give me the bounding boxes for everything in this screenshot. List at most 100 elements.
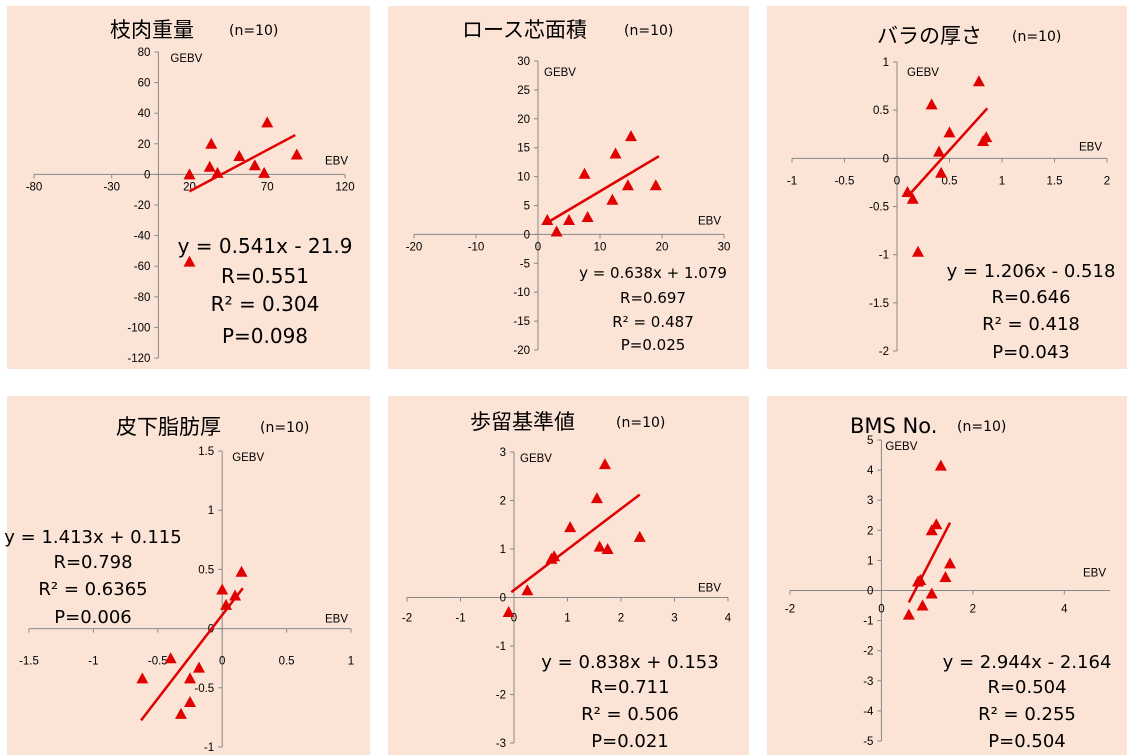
data-point	[933, 145, 945, 157]
y-tick-label: 0	[883, 153, 889, 165]
chart-panel-rib-thickness: バラの厚さ (n=10) -1 -0.5 0 0.5 1 1.5 2 1 0.5 0 -0.5 -1 -1.…	[767, 6, 1127, 369]
data-point	[972, 75, 985, 87]
y-tick-label: -0.5	[194, 683, 214, 695]
x-tick-label: -10	[468, 241, 485, 253]
chart-title: BMS No.	[850, 414, 937, 438]
x-tick-label: 1.5	[1047, 175, 1063, 187]
sample-size-label: (n=10)	[957, 419, 1006, 435]
regression-equation: y = 1.206x - 0.518	[947, 261, 1116, 282]
sample-size-label: (n=10)	[1012, 29, 1061, 45]
data-point	[164, 652, 177, 664]
x-tick-label: 0	[219, 656, 225, 668]
y-tick-label: -1	[879, 250, 889, 262]
y-tick-label: 10	[517, 172, 530, 184]
chart-panel-bms-no: BMS No. (n=10) -2 0 2 4 5 4 3 2 1 0 -1 -2 -3 -4 -5 EBV GEB…	[767, 396, 1127, 755]
x-tick-label: 4	[1061, 604, 1068, 616]
x-tick-label: 70	[261, 181, 274, 193]
data-point	[248, 159, 261, 171]
data-point	[930, 518, 943, 530]
data-point	[939, 570, 952, 582]
y-tick-label: 3	[500, 447, 506, 459]
chart-title: 歩留基準値	[470, 410, 575, 434]
r-squared: R² = 0.304	[211, 292, 320, 316]
data-point	[593, 540, 606, 552]
data-point	[211, 166, 224, 178]
correlation-r: R=0.646	[991, 287, 1070, 308]
x-tick-label: 0	[894, 175, 900, 187]
y-axis-label: GEBV	[232, 452, 264, 464]
data-point	[633, 530, 646, 542]
y-tick-label: -20	[513, 345, 530, 357]
x-tick-label: 20	[656, 241, 669, 253]
y-tick-label: -3	[496, 738, 506, 750]
data-point	[550, 225, 563, 237]
data-point	[193, 661, 206, 673]
y-tick-label: -1	[204, 742, 214, 754]
p-value: P=0.043	[992, 342, 1069, 363]
y-tick-label: 80	[138, 47, 151, 59]
data-point	[563, 213, 575, 225]
y-tick-label: 0	[144, 169, 150, 181]
x-tick-label: 10	[594, 241, 607, 253]
x-tick-label: -2	[402, 613, 412, 625]
trendline	[546, 155, 660, 224]
y-tick-label: 5	[524, 201, 530, 213]
data-point	[606, 193, 619, 205]
x-tick-label: -1	[787, 175, 797, 187]
y-tick-label: 0.5	[198, 564, 214, 576]
y-tick-label: 15	[517, 143, 530, 155]
y-tick-label: -40	[134, 231, 151, 243]
data-point	[901, 186, 914, 198]
correlation-r: R=0.697	[620, 289, 686, 307]
y-tick-label: 3	[867, 495, 873, 507]
x-tick-label: -0.5	[835, 175, 855, 187]
data-point	[184, 672, 196, 684]
y-tick-label: 25	[517, 85, 530, 97]
y-tick-label: 30	[517, 56, 530, 68]
y-tick-label: -4	[863, 706, 874, 718]
chart-svg: 歩留基準値 (n=10) -2 -1 0 1 2 3 4 3 2 1 0 -1 -2 -3 EBV GEBV y =…	[402, 410, 732, 752]
data-point	[925, 587, 938, 599]
x-axis-label: EBV	[325, 614, 348, 626]
data-point	[578, 167, 591, 179]
x-tick-label: -80	[26, 181, 43, 193]
data-point	[925, 524, 938, 536]
chart-panel-carcass-weight: 枝肉重量 (n=10) -80 -30 20 70 120 80 60 40 20 0 -20 -40 -6…	[7, 6, 370, 369]
sample-size-label: (n=10)	[616, 415, 665, 431]
data-point	[902, 608, 915, 620]
regression-equation: y = 0.838x + 0.153	[541, 652, 718, 673]
y-tick-label: -5	[520, 258, 530, 270]
y-tick-label: -120	[127, 353, 150, 365]
data-point	[174, 707, 187, 719]
x-tick-label: 1	[999, 175, 1005, 187]
y-tick-label: 2	[867, 525, 873, 537]
y-tick-label: -100	[127, 322, 150, 334]
trendline	[510, 493, 641, 594]
x-tick-label: 0.5	[279, 656, 295, 668]
x-tick-label: 0	[878, 604, 884, 616]
y-tick-label: 5	[867, 435, 873, 447]
y-tick-label: -3	[863, 676, 873, 688]
sample-size-label: (n=10)	[229, 23, 278, 39]
data-point	[943, 126, 956, 138]
data-point	[216, 583, 229, 595]
data-point	[912, 245, 924, 257]
x-tick-label: 0	[535, 241, 541, 253]
r-squared: R² = 0.6365	[38, 579, 147, 600]
x-tick-label: 2	[618, 613, 624, 625]
y-axis-label: GEBV	[544, 67, 576, 79]
y-axis-label: GEBV	[907, 67, 939, 79]
y-axis-label: GEBV	[520, 453, 552, 465]
data-point	[258, 166, 271, 178]
data-point	[220, 598, 233, 610]
data-point	[625, 130, 637, 142]
x-axis-label: EBV	[698, 583, 721, 595]
x-tick-label: 20	[183, 181, 196, 193]
x-axis-label: EBV	[1083, 568, 1106, 580]
data-point	[925, 98, 938, 110]
trendline	[907, 522, 952, 604]
sample-size-label: (n=10)	[624, 23, 673, 39]
x-tick-label: 30	[718, 241, 731, 253]
chart-svg: バラの厚さ (n=10) -1 -0.5 0 0.5 1 1.5 2 1 0.5 0 -0.5 -1 -1.…	[787, 24, 1116, 363]
regression-equation: y = 2.944x - 2.164	[943, 652, 1112, 673]
